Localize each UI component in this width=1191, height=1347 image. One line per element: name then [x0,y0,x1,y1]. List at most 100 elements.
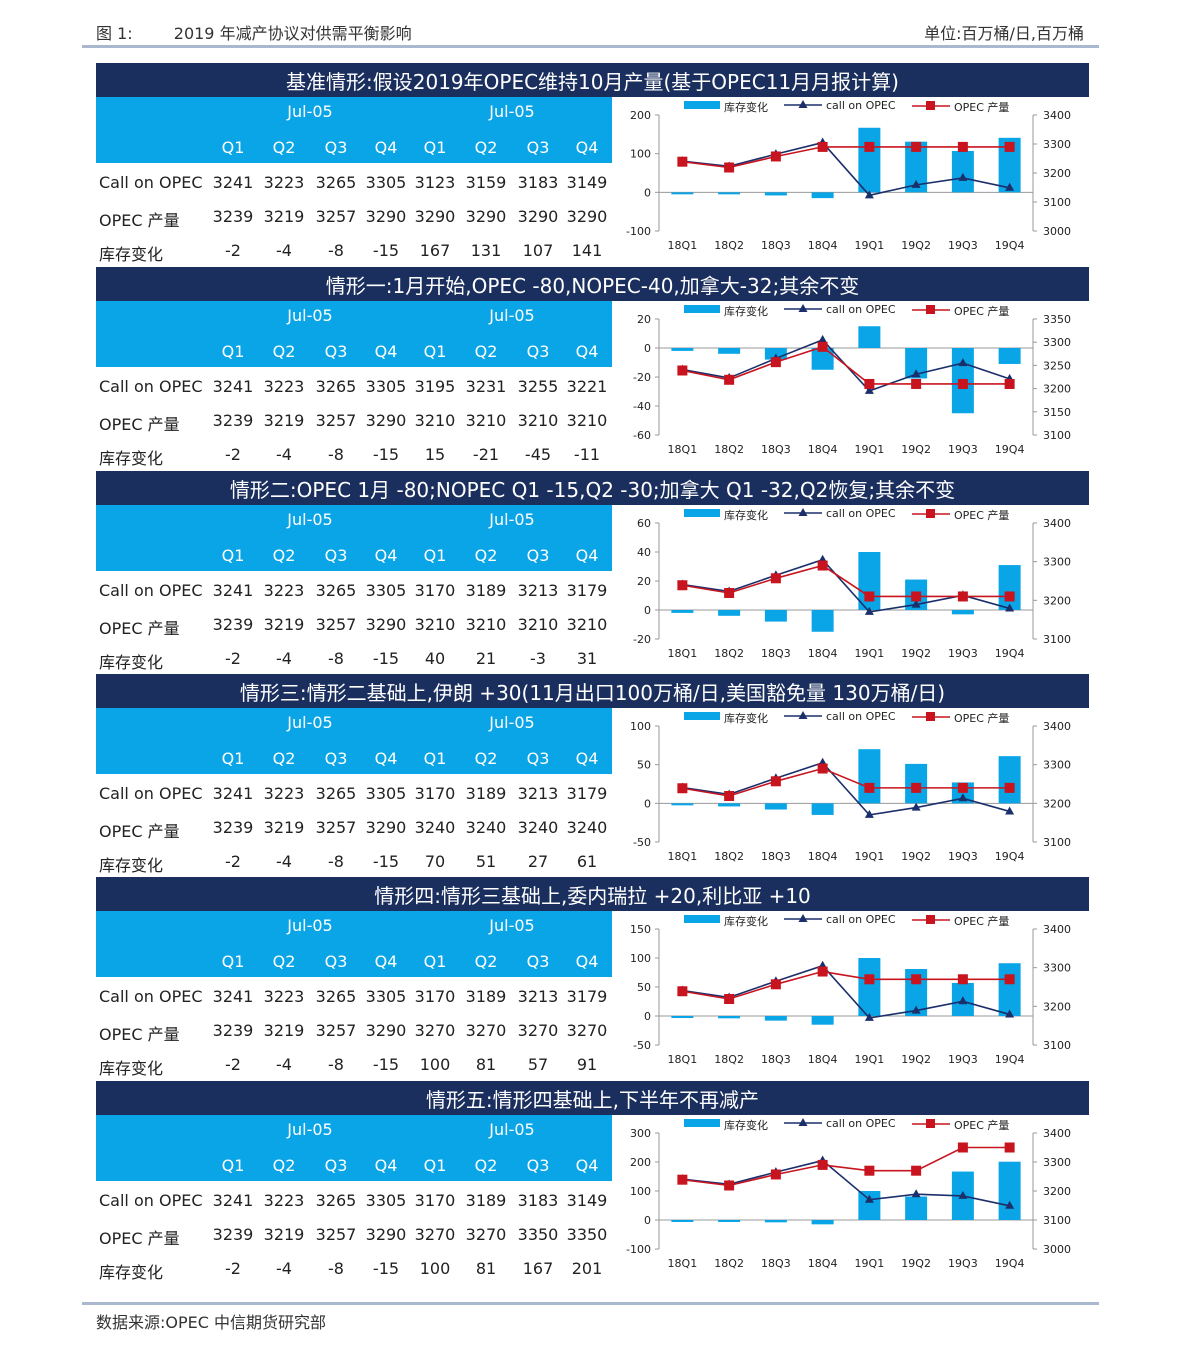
opec-production-point [724,790,735,801]
opec-production-point [677,365,688,376]
table-cell: 3210 [517,411,559,430]
call-on-opec-point [911,1189,921,1198]
quarter-header: Q4 [575,342,599,361]
quarter-header: Q3 [324,546,348,565]
quarter-header: Q2 [474,138,498,157]
x-tick-label: 19Q3 [948,1053,978,1066]
left-tick-label: -40 [633,400,651,413]
table-cell: 3257 [315,1021,357,1040]
quarter-row: Q1 Q2 Q3 Q4 Q1 Q2 Q3 Q4 [96,1156,612,1178]
stock-change-bar [764,1016,787,1021]
opec-production-point [911,591,922,602]
table-cell: 3240 [465,818,507,837]
table-cell: 3219 [263,818,305,837]
table-cell: 3290 [365,615,407,634]
x-tick-label: 19Q4 [995,443,1025,456]
legend-bar-label: 库存变化 [724,1118,768,1132]
stock-change-bar [718,610,741,616]
table-row: Call on OPEC 3241 3223 3265 3305 3195 3231 3255… [96,377,612,399]
legend-opec-label: OPEC 产量 [954,100,1009,114]
chart-legend: 库存变化 call on OPEC OPEC 产量 [684,1117,1009,1132]
table-cell: 3189 [465,581,507,600]
opec-production-point [677,1174,688,1185]
table-cell: 3223 [263,987,305,1006]
table-header: Jul-05 Jul-05 Q1 Q2 Q3 Q4 Q1 Q2 Q3 Q4 [96,301,612,367]
quarter-header: Q4 [374,546,398,565]
quarter-header: Q1 [423,1156,447,1175]
table-cell: -4 [276,649,292,668]
opec-production-point [724,162,735,173]
table-cell: 3223 [263,581,305,600]
table-row: 库存变化 -2 -4 -8 -15 100 81 57 91 [96,1055,612,1078]
table-cell: 3239 [212,411,254,430]
call-on-opec-point [958,793,968,802]
right-tick-label: 3150 [1043,406,1071,419]
opec-production-point [957,378,968,389]
call-on-opec-line [682,141,1010,197]
stock-change-bar [671,610,694,613]
table-cell: -2 [225,1055,241,1074]
stock-change-bar [811,348,834,370]
left-tick-label: -20 [633,633,651,646]
legend-call-marker [798,914,808,922]
x-tick-label: 19Q1 [855,1257,885,1270]
legend-bar-label: 库存变化 [724,100,768,114]
call-on-opec-point [1005,1200,1015,1209]
quarter-header: Q1 [221,546,245,565]
opec-production-line [682,970,1010,1000]
table-cell: 3210 [414,411,456,430]
table-cell: 3241 [212,173,254,192]
table-cell: 3239 [212,1225,254,1244]
table-header: Jul-05 Jul-05 Q1 Q2 Q3 Q4 Q1 Q2 Q3 Q4 [96,97,612,163]
quarter-header: Q1 [221,749,245,768]
table-cell: 100 [419,1259,451,1278]
right-tick-label: 3400 [1043,517,1071,530]
right-tick-label: 3300 [1043,962,1071,975]
stock-change-bar [764,610,787,622]
right-tick-label: 3000 [1043,1243,1071,1256]
right-tick-label: 3200 [1043,797,1071,810]
quarter-header: Q4 [374,138,398,157]
row-label: Call on OPEC [99,987,203,1006]
right-tick-label: 3100 [1043,633,1071,646]
left-tick-label: 20 [637,575,651,588]
left-tick-label: -100 [626,1243,651,1256]
opec-production-point [911,782,922,793]
x-tick-label: 18Q4 [808,443,838,456]
opec-production-point [911,378,922,389]
figure-title: 2019 年减产协议对供需平衡影响 [173,24,412,43]
quarter-header: Q2 [272,546,296,565]
right-tick-label: 3000 [1043,225,1071,238]
legend-bar-label: 库存变化 [724,304,768,318]
year-label-left: Jul-05 [287,1120,333,1139]
quarter-header: Q1 [221,1156,245,1175]
table-cell: 3270 [566,1021,608,1040]
chart-legend: 库存变化 call on OPEC OPEC 产量 [684,913,1009,928]
stock-change-bar [811,610,834,632]
table-cell: -4 [276,445,292,464]
scenario-title: 情形三:情形二基础上,伊朗 +30(11月出口100万桶/日,美国豁免量 130… [96,674,1089,708]
table-cell: -8 [328,1055,344,1074]
right-tick-label: 3400 [1043,923,1071,936]
x-tick-label: 18Q2 [714,1053,744,1066]
table-cell: 3159 [465,173,507,192]
stock-change-bar [718,192,741,195]
right-tick-label: 3350 [1043,313,1071,326]
legend-opec-marker [926,1119,935,1128]
table-cell: -15 [372,1259,400,1278]
x-tick-label: 18Q4 [808,1257,838,1270]
quarter-header: Q3 [526,342,550,361]
opec-production-point [770,1169,781,1180]
opec-production-point [677,986,688,997]
quarter-header: Q1 [221,138,245,157]
row-label: OPEC 产量 [99,415,180,434]
opec-production-point [677,783,688,794]
opec-production-point [724,587,735,598]
opec-production-point [864,141,875,152]
legend-call-label: call on OPEC [826,1117,896,1130]
table-header: Jul-05 Jul-05 Q1 Q2 Q3 Q4 Q1 Q2 Q3 Q4 [96,708,612,774]
table-cell: 3149 [566,1191,608,1210]
table-cell: 3179 [566,987,608,1006]
table-cell: 3305 [365,987,407,1006]
table-cell: 167 [419,241,451,260]
